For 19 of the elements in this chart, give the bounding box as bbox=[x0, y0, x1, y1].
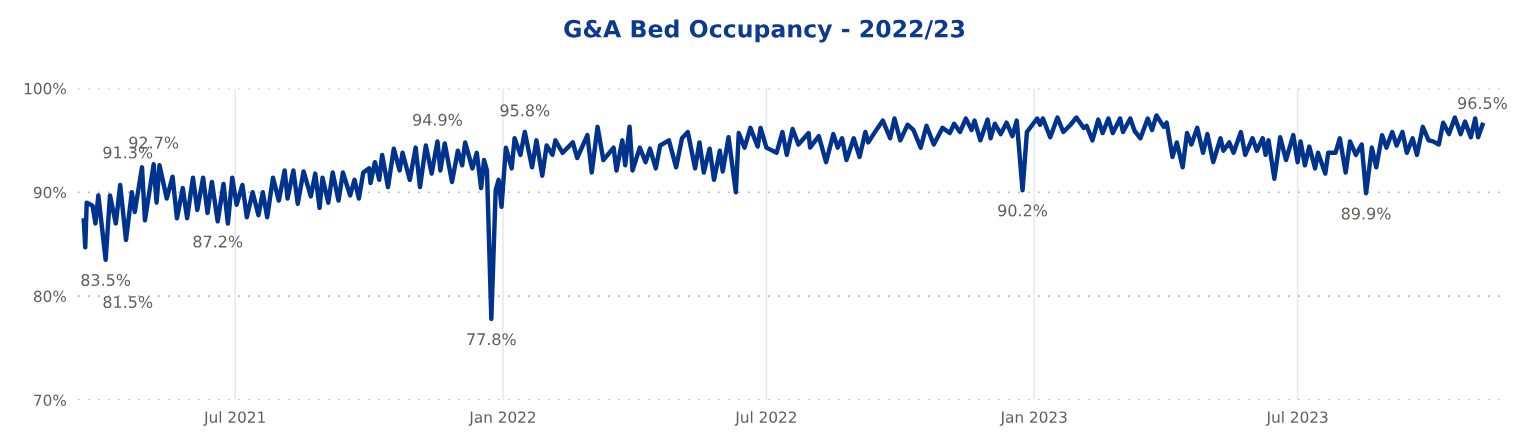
chart-title: G&A Bed Occupancy - 2022/23 bbox=[564, 19, 965, 43]
annotation: 77.8% bbox=[467, 333, 516, 346]
annotation: 87.2% bbox=[193, 235, 243, 248]
x-tick-label: Jul 2023 bbox=[1265, 411, 1328, 426]
y-tick-label: 90% bbox=[33, 186, 67, 199]
y-tick-label: 80% bbox=[33, 290, 67, 303]
annotation: 81.5% bbox=[103, 295, 153, 309]
annotation: 95.8% bbox=[500, 104, 550, 117]
x-tick-label: Jul 2022 bbox=[734, 411, 796, 426]
y-tick-label: 70% bbox=[34, 394, 67, 407]
annotation: 96.5% bbox=[1458, 97, 1507, 110]
annotation: 89.9% bbox=[1341, 207, 1391, 220]
x-tick-label: Jan 2023 bbox=[999, 411, 1067, 426]
annotation: 94.9% bbox=[413, 113, 462, 126]
y-tick-label: 100% bbox=[24, 82, 67, 95]
annotation: 90.2% bbox=[998, 204, 1048, 217]
x-tick-label: Jul 2021 bbox=[203, 411, 265, 426]
x-tick-label: Jan 2022 bbox=[468, 411, 536, 426]
annotation: 83.5% bbox=[81, 273, 131, 287]
